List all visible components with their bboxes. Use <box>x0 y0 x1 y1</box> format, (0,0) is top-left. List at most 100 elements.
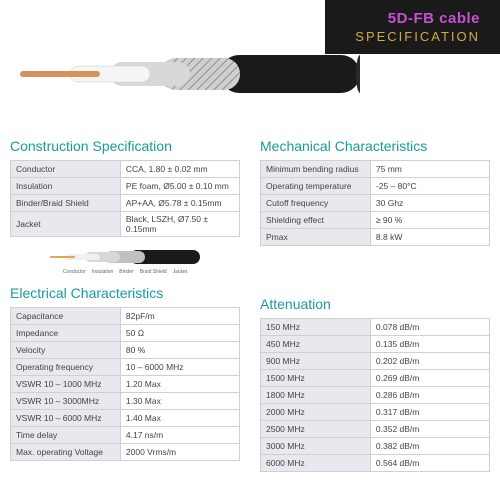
construction-title: Construction Specification <box>10 138 240 154</box>
table-row: Shielding effect≥ 90 % <box>261 212 490 229</box>
right-column: Mechanical Characteristics Minimum bendi… <box>260 130 490 472</box>
spec-key: 2000 MHz <box>261 404 371 421</box>
spec-key: VSWR 10 – 1000 MHz <box>11 376 121 393</box>
mechanical-table: Minimum bending radius75 mmOperating tem… <box>260 160 490 246</box>
spec-key: Capacitance <box>11 308 121 325</box>
table-row: 1800 MHz0.286 dB/m <box>261 387 490 404</box>
spec-value: ≥ 90 % <box>370 212 489 229</box>
spec-value: 0.382 dB/m <box>370 438 489 455</box>
construction-table: ConductorCCA, 1.80 ± 0.02 mmInsulationPE… <box>10 160 240 237</box>
spec-value: 80 % <box>120 342 239 359</box>
mechanical-title: Mechanical Characteristics <box>260 138 490 154</box>
spec-value: 0.564 dB/m <box>370 455 489 472</box>
spec-value: 1.30 Max <box>120 393 239 410</box>
spec-key: 2500 MHz <box>261 421 371 438</box>
header-subtitle: SPECIFICATION <box>355 29 480 44</box>
table-row: Operating frequency10 – 6000 MHz <box>11 359 240 376</box>
header-title: 5D-FB cable <box>355 10 480 27</box>
spec-key: Operating temperature <box>261 178 371 195</box>
table-row: Capacitance82pF/m <box>11 308 240 325</box>
table-row: Max. operating Voltage2000 Vrms/m <box>11 444 240 461</box>
table-row: VSWR 10 – 3000MHz1.30 Max <box>11 393 240 410</box>
spec-value: 0.135 dB/m <box>370 336 489 353</box>
spec-key: Conductor <box>11 161 121 178</box>
spec-key: Shielding effect <box>261 212 371 229</box>
spec-value: 0.317 dB/m <box>370 404 489 421</box>
table-row: Velocity80 % <box>11 342 240 359</box>
left-column: Construction Specification ConductorCCA,… <box>10 130 240 472</box>
spec-key: Velocity <box>11 342 121 359</box>
spec-key: Pmax <box>261 229 371 246</box>
electrical-table: Capacitance82pF/mImpedance50 ΩVelocity80… <box>10 307 240 461</box>
table-row: Operating temperature-25 – 80°C <box>261 178 490 195</box>
spec-key: VSWR 10 – 3000MHz <box>11 393 121 410</box>
spec-value: CCA, 1.80 ± 0.02 mm <box>120 161 239 178</box>
spec-value: 4.17 ns/m <box>120 427 239 444</box>
table-row: 900 MHz0.202 dB/m <box>261 353 490 370</box>
table-row: Cutoff frequency30 Ghz <box>261 195 490 212</box>
spec-key: Binder/Braid Shield <box>11 195 121 212</box>
table-row: InsulationPE foam, Ø5.00 ± 0.10 mm <box>11 178 240 195</box>
spec-value: 0.269 dB/m <box>370 370 489 387</box>
spec-key: Jacket <box>11 212 121 237</box>
electrical-title: Electrical Characteristics <box>10 285 240 301</box>
table-row: 450 MHz0.135 dB/m <box>261 336 490 353</box>
table-row: Impedance50 Ω <box>11 325 240 342</box>
table-row: Binder/Braid ShieldAP+AA, Ø5.78 ± 0.15mm <box>11 195 240 212</box>
spec-value: 0.078 dB/m <box>370 319 489 336</box>
spec-key: 1800 MHz <box>261 387 371 404</box>
content-grid: Construction Specification ConductorCCA,… <box>0 130 500 472</box>
table-row: VSWR 10 – 6000 MHz1.40 Max <box>11 410 240 427</box>
header: 5D-FB cable SPECIFICATION <box>0 0 500 130</box>
spec-value: 0.286 dB/m <box>370 387 489 404</box>
spec-key: 450 MHz <box>261 336 371 353</box>
table-row: 2000 MHz0.317 dB/m <box>261 404 490 421</box>
spec-value: 1.20 Max <box>120 376 239 393</box>
spec-value: -25 – 80°C <box>370 178 489 195</box>
layer-label: Braid Shield <box>140 269 167 275</box>
spec-key: Operating frequency <box>11 359 121 376</box>
attenuation-title: Attenuation <box>260 296 490 312</box>
spec-value: AP+AA, Ø5.78 ± 0.15mm <box>120 195 239 212</box>
cable-cutaway-illustration <box>20 20 360 120</box>
spec-value: 2000 Vrms/m <box>120 444 239 461</box>
table-row: Pmax8.8 kW <box>261 229 490 246</box>
layer-label: Binder <box>119 269 133 275</box>
spec-key: 3000 MHz <box>261 438 371 455</box>
spec-value: 50 Ω <box>120 325 239 342</box>
spec-value: 0.202 dB/m <box>370 353 489 370</box>
spec-key: Minimum bending radius <box>261 161 371 178</box>
table-row: ConductorCCA, 1.80 ± 0.02 mm <box>11 161 240 178</box>
spec-value: 75 mm <box>370 161 489 178</box>
spec-value: 10 – 6000 MHz <box>120 359 239 376</box>
spec-key: 6000 MHz <box>261 455 371 472</box>
layer-label: Jacket <box>173 269 187 275</box>
table-row: 3000 MHz0.382 dB/m <box>261 438 490 455</box>
spec-value: 0.352 dB/m <box>370 421 489 438</box>
table-row: 2500 MHz0.352 dB/m <box>261 421 490 438</box>
attenuation-table: 150 MHz0.078 dB/m450 MHz0.135 dB/m900 MH… <box>260 318 490 472</box>
table-row: VSWR 10 – 1000 MHz1.20 Max <box>11 376 240 393</box>
table-row: 1500 MHz0.269 dB/m <box>261 370 490 387</box>
spec-key: 1500 MHz <box>261 370 371 387</box>
table-row: 150 MHz0.078 dB/m <box>261 319 490 336</box>
spec-key: Max. operating Voltage <box>11 444 121 461</box>
spec-value: Black, LSZH, Ø7.50 ± 0.15mm <box>120 212 239 237</box>
cross-section-labels: Conductor Insulation Binder Braid Shield… <box>10 267 240 277</box>
spec-key: VSWR 10 – 6000 MHz <box>11 410 121 427</box>
spec-value: 8.8 kW <box>370 229 489 246</box>
spec-value: 30 Ghz <box>370 195 489 212</box>
spec-key: Time delay <box>11 427 121 444</box>
spec-key: Cutoff frequency <box>261 195 371 212</box>
table-row: 6000 MHz0.564 dB/m <box>261 455 490 472</box>
spec-key: 150 MHz <box>261 319 371 336</box>
table-row: Minimum bending radius75 mm <box>261 161 490 178</box>
spec-key: 900 MHz <box>261 353 371 370</box>
spec-value: PE foam, Ø5.00 ± 0.10 mm <box>120 178 239 195</box>
table-row: Time delay4.17 ns/m <box>11 427 240 444</box>
spec-value: 82pF/m <box>120 308 239 325</box>
spec-key: Insulation <box>11 178 121 195</box>
spec-value: 1.40 Max <box>120 410 239 427</box>
layer-label: Conductor <box>63 269 86 275</box>
layer-label: Insulation <box>92 269 113 275</box>
